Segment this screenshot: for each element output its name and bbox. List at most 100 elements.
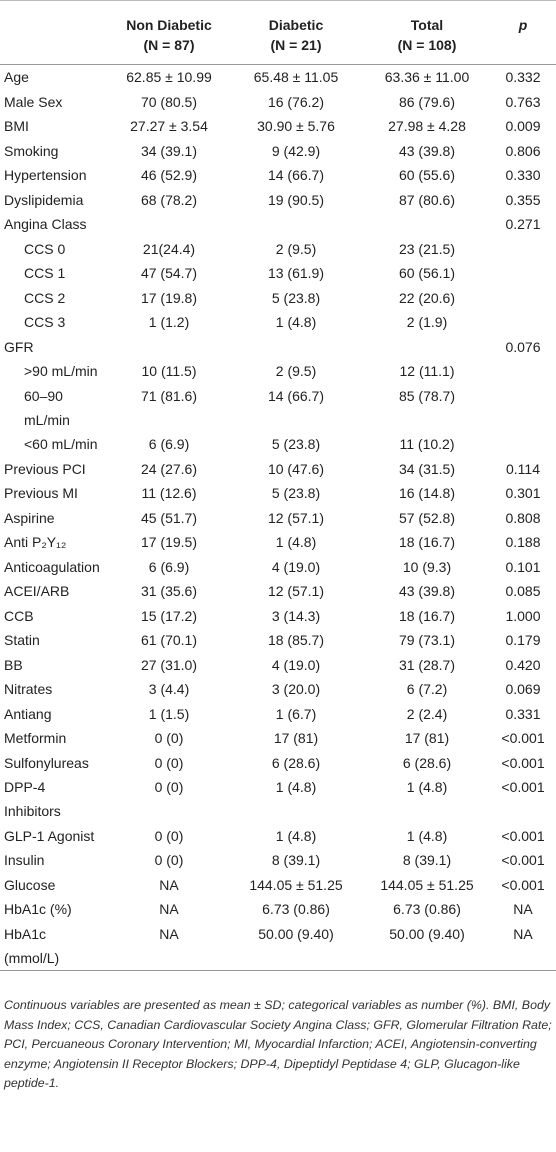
cell: 14 (66.7): [228, 384, 364, 433]
cell: 5 (23.8): [228, 481, 364, 506]
label-text: Previous MI: [4, 485, 78, 501]
row-label: GFR: [0, 335, 110, 360]
table-row: DPP-4 Inhibitors 0 (0) 1 (4.8) 1 (4.8) <0.00…: [0, 775, 556, 824]
cell-text: 70 (80.5): [140, 93, 198, 110]
header-cell: Non Diabetic (N = 87): [110, 0, 228, 65]
cell: 8 (39.1): [364, 848, 490, 873]
cell-text: 13 (61.9): [267, 265, 325, 281]
row-label: Anticoagulation: [0, 555, 110, 580]
cell: 17 (81): [228, 726, 364, 751]
label-text: CCS 0: [24, 240, 66, 257]
cell-text: 16 (76.2): [267, 93, 325, 110]
cell-text: 6 (28.6): [402, 754, 452, 771]
label-text: 60–90 mL/min: [24, 387, 70, 428]
row-label: Glucose: [0, 873, 110, 898]
cell: 68 (78.2): [110, 188, 228, 213]
table-row: Antiang 1 (1.5) 1 (6.7) 2 (2.4) 0.331: [0, 702, 556, 727]
label-text: BB: [4, 656, 23, 673]
cell-text: 0.355: [505, 191, 541, 208]
cell-text: 1 (4.8): [275, 534, 317, 550]
cell-text: 87 (80.6): [398, 191, 456, 208]
cell-text: <0.001: [501, 876, 545, 893]
cell-text: 4 (19.0): [271, 656, 321, 673]
cell: 23 (21.5): [364, 237, 490, 262]
cell: [110, 335, 228, 360]
cell-text: 6 (6.9): [148, 558, 190, 575]
cell: 0.331: [490, 702, 556, 727]
cell-text: 0.331: [505, 705, 541, 722]
cell-text: 18 (85.7): [267, 632, 325, 648]
row-label: Previous MI: [0, 481, 110, 506]
table-row: CCS 0 21(24.4) 2 (9.5) 23 (21.5): [0, 237, 556, 262]
cell-text: 0.330: [505, 167, 541, 183]
cell-text: 1 (1.2): [148, 314, 190, 330]
cell: 0.114: [490, 457, 556, 482]
cell: [490, 286, 556, 311]
cell: 0.076: [490, 335, 556, 360]
header-cell: Total (N = 108): [364, 0, 490, 65]
cell: <0.001: [490, 824, 556, 849]
cell-text: 0 (0): [154, 827, 184, 844]
cell: 0.069: [490, 677, 556, 702]
cell-text: 0 (0): [154, 754, 184, 771]
cell: 0 (0): [110, 775, 228, 824]
cell-text: 0 (0): [154, 852, 184, 868]
cell: [228, 212, 364, 237]
cell-text: 144.05 ± 51.25: [249, 876, 343, 893]
cell: 17 (19.8): [110, 286, 228, 311]
cell-text: 1.000: [505, 607, 541, 624]
cell: 1 (6.7): [228, 702, 364, 727]
cell: 144.05 ± 51.25: [228, 873, 364, 898]
cell: 0.085: [490, 579, 556, 604]
cell-text: 2 (1.9): [406, 314, 448, 330]
header-title: p: [518, 17, 528, 33]
row-label: DPP-4 Inhibitors: [0, 775, 110, 824]
table-row: ACEI/ARB 31 (35.6) 12 (57.1) 43 (39.8) 0.085: [0, 579, 556, 604]
cell-text: 30.90 ± 5.76: [257, 118, 335, 134]
table-body: Age 62.85 ± 10.99 65.48 ± 11.05 63.36 ± 11.…: [0, 65, 556, 971]
cell: 17 (19.5): [110, 530, 228, 555]
cell-text: 18 (16.7): [398, 607, 456, 624]
cell: 6.73 (0.86): [228, 897, 364, 922]
cell-text: 0.179: [505, 632, 541, 648]
label-text: Nitrates: [4, 681, 53, 697]
cell: 16 (76.2): [228, 90, 364, 115]
label-text: Angina Class: [4, 216, 87, 232]
cell: 0.101: [490, 555, 556, 580]
cell: NA: [110, 897, 228, 922]
cell: <0.001: [490, 848, 556, 873]
cell: 24 (27.6): [110, 457, 228, 482]
cell: 2 (9.5): [228, 237, 364, 262]
label-text: >90 mL/min: [24, 363, 98, 379]
row-label: CCS 3: [0, 310, 110, 335]
cell: <0.001: [490, 751, 556, 776]
label-text: GLP-1 Agonist: [4, 827, 95, 844]
cell-text: 60 (55.6): [398, 167, 456, 183]
cell: <0.001: [490, 726, 556, 751]
header-row: Non Diabetic (N = 87) Diabetic (N = 21) Tota…: [0, 0, 556, 65]
cell-text: 0.332: [505, 69, 541, 85]
cell-text: 5 (23.8): [271, 436, 321, 452]
cell-text: 16 (14.8): [398, 485, 456, 501]
cell: 47 (54.7): [110, 261, 228, 286]
row-label: Male Sex: [0, 90, 110, 115]
cell-text: 0.101: [505, 558, 541, 575]
cell: 45 (51.7): [110, 506, 228, 531]
cell-text: 57 (52.8): [398, 509, 456, 526]
cell-text: 86 (79.6): [398, 93, 456, 110]
cell-text: <0.001: [501, 730, 545, 746]
cell-text: 1 (4.8): [406, 779, 448, 795]
row-label: BB: [0, 653, 110, 678]
row-label: Statin: [0, 628, 110, 653]
cell-text: 1 (4.8): [275, 827, 317, 844]
label-text: <60 mL/min: [24, 436, 98, 452]
cell-text: 1 (1.5): [148, 705, 190, 722]
cell: 6 (6.9): [110, 555, 228, 580]
cell-text: 23 (21.5): [398, 240, 456, 257]
cell-text: 0.763: [505, 93, 541, 110]
label-text: Age: [4, 69, 29, 85]
cell-text: 43 (39.8): [398, 583, 456, 599]
header-title: Non Diabetic: [126, 17, 212, 33]
label-text: HbA1c (%): [4, 901, 72, 917]
cell: 57 (52.8): [364, 506, 490, 531]
